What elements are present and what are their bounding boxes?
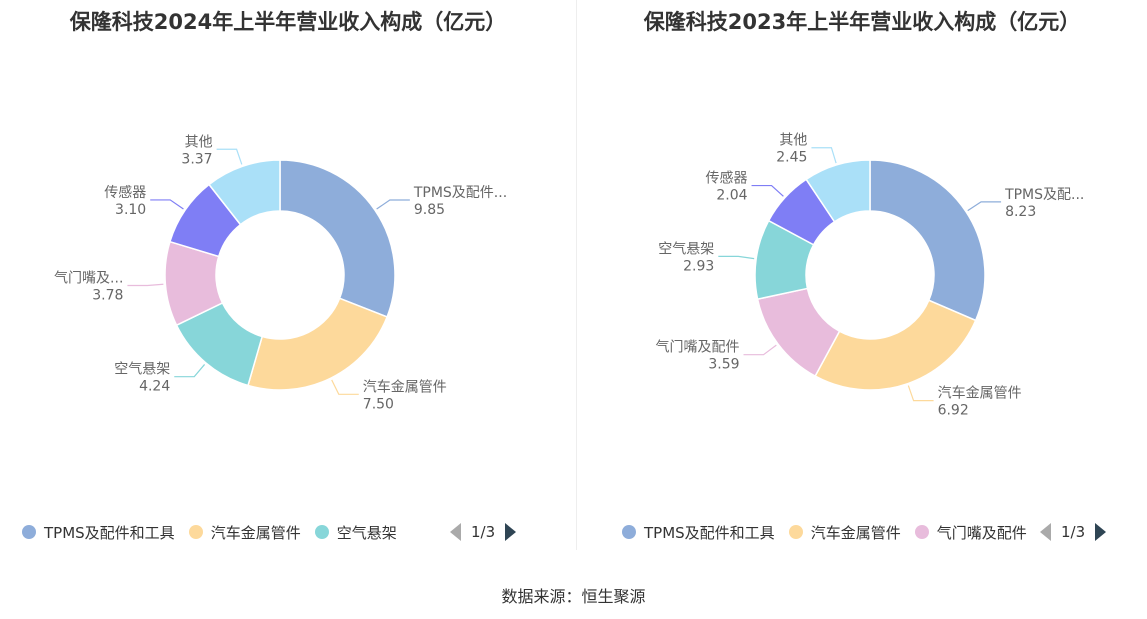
legend-item[interactable]: TPMS及配件和工具 — [622, 522, 775, 543]
slice-value-label: 7.50 — [363, 396, 394, 412]
legend-label: 汽车金属管件 — [210, 523, 301, 542]
legend-item[interactable]: 汽车金属管件 — [788, 522, 901, 543]
slice-value-label: 4.24 — [139, 379, 170, 395]
slice-label: 传感器 — [706, 170, 748, 187]
slice-value-label: 9.85 — [414, 202, 445, 218]
legend-dot — [188, 525, 203, 539]
legend-dot — [314, 525, 329, 539]
slice-value-label: 2.04 — [716, 188, 747, 204]
legend-label: TPMS及配件和工具 — [44, 523, 175, 542]
legend-item[interactable]: 汽车金属管件 — [188, 522, 301, 543]
chart-title-2024: 保隆科技2024年上半年营业收入构成（亿元） — [69, 10, 507, 34]
slice-value-label: 3.37 — [181, 151, 212, 167]
pager-next-icon[interactable] — [505, 523, 517, 541]
legend-dot — [788, 525, 803, 539]
chart-panel-2024: 保隆科技2024年上半年营业收入构成（亿元） TPMS及配件... 9.85 汽车金… — [0, 0, 576, 550]
leader-line — [216, 148, 243, 165]
pager-prev-icon[interactable] — [450, 523, 461, 541]
slice-label: 传感器 — [104, 184, 146, 201]
legend-label: 空气悬架 — [336, 523, 397, 542]
legend-label: 汽车金属管件 — [810, 523, 901, 542]
slice-value-label: 8.23 — [1005, 204, 1036, 220]
legend-item[interactable]: 气门嘴及配件 — [914, 522, 1027, 543]
pie-slice[interactable] — [814, 299, 977, 391]
chart-panel-2023: 保隆科技2023年上半年营业收入构成（亿元） TPMS及配... 8.23 汽车金属… — [577, 0, 1147, 550]
donut-chart-2024: TPMS及配件...9.85汽车金属管件7.50空气悬架4.24气门嘴及...3… — [54, 134, 507, 412]
leader-line — [174, 364, 206, 378]
legend-2023: TPMS及配件和工具 汽车金属管件 气门嘴及配件 — [622, 520, 1044, 544]
slice-label: 其他 — [779, 133, 807, 149]
slice-value-label: 3.10 — [115, 202, 146, 218]
pie-slice[interactable] — [805, 159, 871, 223]
slice-label: 空气悬架 — [114, 362, 170, 378]
slice-label: 汽车金属管件 — [938, 385, 1022, 402]
slice-value-label: 3.78 — [92, 287, 123, 303]
slice-label: TPMS及配... — [1004, 187, 1084, 203]
legend-dot — [914, 525, 929, 539]
slice-value-label: 3.59 — [708, 357, 739, 373]
legend-item[interactable]: 空气悬架 — [314, 522, 397, 543]
leader-line — [907, 385, 934, 402]
slice-label: TPMS及配件... — [413, 185, 507, 201]
slice-value-label: 2.45 — [776, 150, 807, 166]
pie-slice[interactable] — [869, 159, 986, 322]
slice-label: 气门嘴及... — [54, 270, 123, 286]
slice-label: 空气悬架 — [658, 241, 714, 257]
slice-label: 汽车金属管件 — [363, 378, 447, 395]
legend-label: 气门嘴及配件 — [936, 523, 1027, 542]
slice-value-label: 6.92 — [938, 403, 969, 419]
pager-page-indicator: 1/3 — [471, 523, 496, 541]
pie-slice[interactable] — [247, 297, 389, 391]
legend-pager-2023: 1/3 — [1034, 520, 1107, 544]
leader-line — [718, 255, 755, 260]
leader-line — [150, 199, 184, 210]
slice-label: 其他 — [185, 134, 213, 150]
legend-item[interactable]: TPMS及配件和工具 — [22, 522, 175, 543]
pager-prev-icon[interactable] — [1040, 523, 1051, 541]
legend-pager-2024: 1/3 — [444, 520, 517, 544]
leader-line — [811, 147, 837, 164]
panel-divider — [576, 0, 577, 550]
data-source-note: 数据来源：恒生聚源 — [501, 587, 646, 606]
legend-dot — [22, 525, 36, 539]
leader-line — [751, 184, 784, 197]
pager-page-indicator: 1/3 — [1061, 523, 1086, 541]
pie-slice[interactable] — [207, 159, 281, 226]
chart-title-2023: 保隆科技2023年上半年营业收入构成（亿元） — [643, 10, 1081, 34]
leader-line — [376, 199, 410, 210]
pager-next-icon[interactable] — [1095, 523, 1107, 541]
legend-2024: TPMS及配件和工具 汽车金属管件 空气悬架 — [22, 520, 444, 544]
legend-label: TPMS及配件和工具 — [644, 523, 775, 542]
leader-line — [127, 283, 164, 287]
leader-line — [967, 201, 1002, 212]
leader-line — [743, 344, 777, 356]
pie-slice[interactable] — [279, 159, 396, 318]
slice-value-label: 2.93 — [683, 258, 714, 274]
slice-label: 气门嘴及配件 — [656, 340, 740, 356]
leader-line — [331, 379, 359, 395]
legend-dot — [622, 525, 636, 539]
